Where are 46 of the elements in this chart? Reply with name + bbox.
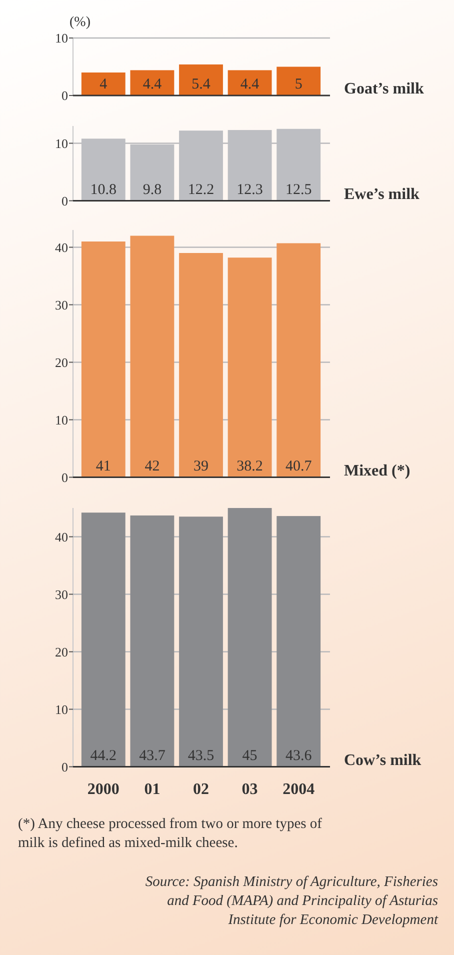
y-tick-label: 40 [55,528,68,544]
data-label: 44.2 [90,747,117,764]
data-label: 10.8 [90,181,117,198]
source-note: Source: Spanish Ministry of Agriculture, Fisheries and Food (MAPA) and Principality of Asturias Institute for Economic Development [145,874,439,928]
data-label: 4.4 [142,76,162,92]
series-label: Mixed (*) [344,462,410,480]
y-tick-label: 40 [55,240,68,256]
data-label: 4 [100,76,108,92]
data-label: 42 [144,458,160,474]
y-axis-title: (%) [70,15,91,30]
data-label: 45 [242,747,258,764]
data-label: 40.7 [285,458,312,474]
series-label: Cow’s milk [344,751,422,768]
y-tick-label: 10 [55,30,68,46]
data-label: 4.4 [240,76,260,92]
x-tick-label: 03 [242,780,258,798]
y-tick-label: 10 [55,135,68,150]
y-tick-label: 30 [55,298,68,313]
y-tick-label: 20 [55,644,68,659]
series-label: Goat’s milk [344,80,424,98]
data-label: 43.5 [188,747,214,764]
x-tick-label: 2004 [282,780,315,798]
text: (*) Any cheese processed from two or more types of milk is defined as mixed-milk cheese. [18,816,322,852]
data-label: 43.6 [285,747,312,764]
y-tick-label: 10 [55,701,68,716]
data-label: 41 [96,458,111,474]
x-tick-label: 01 [144,780,160,798]
data-label: 5.4 [192,76,211,92]
y-tick-label: 0 [62,758,68,774]
data-label: 9.8 [142,181,162,198]
y-tick-label: 30 [55,586,68,602]
y-tick-label: 0 [62,88,68,104]
y-tick-label: 10 [55,412,68,428]
data-label: 38.2 [236,458,263,474]
data-label: 43.7 [139,747,166,764]
y-tick-label: 20 [55,355,68,370]
data-label: 12.2 [188,181,214,198]
y-tick-label: 0 [62,192,68,208]
y-tick-label: 0 [62,470,68,486]
data-label: 5 [294,76,302,92]
series-label: Ewe’s milk [344,185,420,202]
data-label: 39 [194,458,208,474]
data-label: 12.3 [236,181,263,198]
x-tick-label: 02 [193,780,209,798]
data-label: 12.5 [285,181,312,198]
x-tick-label: 2000 [87,780,120,798]
